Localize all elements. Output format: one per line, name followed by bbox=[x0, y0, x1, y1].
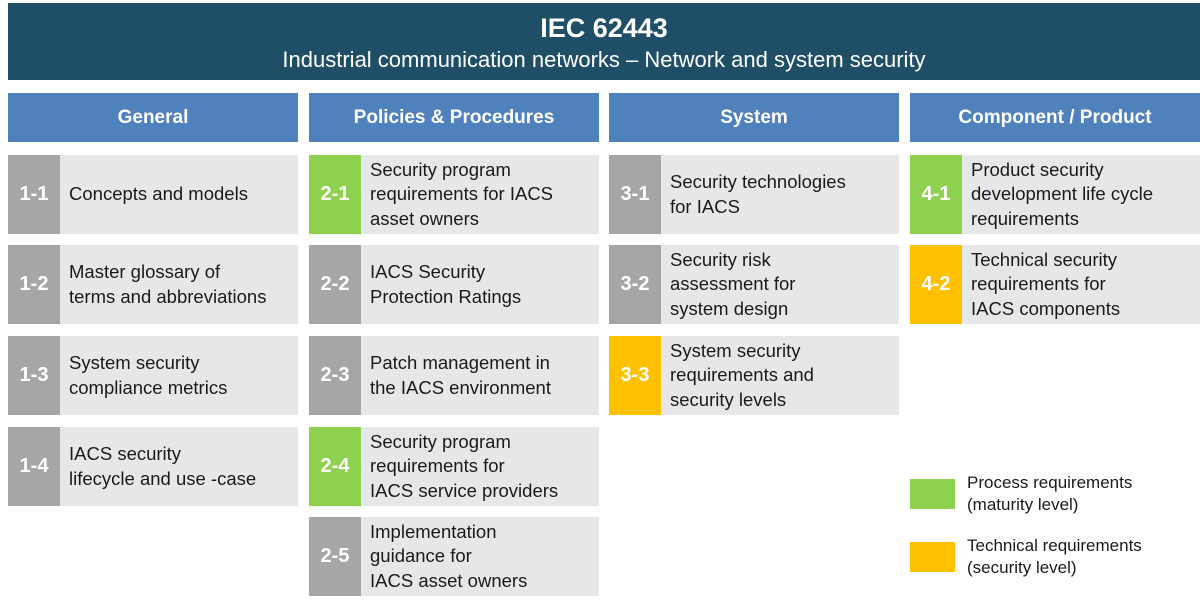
doc-card-1-1: 1-1 Concepts and models bbox=[8, 155, 298, 234]
doc-number: 4-2 bbox=[910, 245, 962, 324]
page-subtitle: Industrial communication networks – Netw… bbox=[282, 47, 926, 72]
doc-card-4-2: 4-2 Technical security requirements for … bbox=[910, 245, 1200, 324]
column-header-system: System bbox=[609, 93, 899, 142]
doc-card-1-4: 1-4 IACS security lifecycle and use -cas… bbox=[8, 427, 298, 506]
doc-title: Technical security requirements for IACS… bbox=[971, 248, 1121, 319]
doc-number: 2-3 bbox=[309, 336, 361, 415]
doc-card-2-4: 2-4 Security program requirements for IA… bbox=[309, 427, 599, 506]
page-title: IEC 62443 bbox=[540, 13, 668, 43]
doc-card-2-2: 2-2 IACS Security Protection Ratings bbox=[309, 245, 599, 324]
doc-title: System security compliance metrics bbox=[69, 352, 228, 398]
doc-title: Security risk assessment for system desi… bbox=[670, 248, 796, 319]
doc-card-1-3: 1-3 System security compliance metrics bbox=[8, 336, 298, 415]
doc-number: 1-3 bbox=[8, 336, 60, 415]
doc-number: 2-1 bbox=[309, 155, 361, 234]
doc-number: 3-3 bbox=[609, 336, 661, 415]
doc-title: Product security development life cycle … bbox=[971, 158, 1154, 229]
doc-title: Patch management in the IACS environment bbox=[370, 352, 551, 398]
legend-label: Technical requirements (security level) bbox=[967, 536, 1142, 577]
legend-label: Process requirements (maturity level) bbox=[967, 473, 1133, 514]
doc-card-3-1: 3-1 Security technologies for IACS bbox=[609, 155, 899, 234]
column-header-general: General bbox=[8, 93, 298, 142]
doc-title: Implementation guidance for IACS asset o… bbox=[370, 520, 528, 591]
column-header-policies: Policies & Procedures bbox=[309, 93, 599, 142]
doc-card-3-2: 3-2 Security risk assessment for system … bbox=[609, 245, 899, 324]
doc-number: 1-4 bbox=[8, 427, 60, 506]
doc-number: 4-1 bbox=[910, 155, 962, 234]
legend-process: Process requirements (maturity level) bbox=[910, 472, 1132, 516]
doc-title: Security program requirements for IACS a… bbox=[370, 158, 554, 229]
doc-number: 3-1 bbox=[609, 155, 661, 234]
doc-card-3-3: 3-3 System security requirements and sec… bbox=[609, 336, 899, 415]
legend-swatch-yellow bbox=[910, 542, 955, 572]
doc-title: Security program requirements for IACS s… bbox=[370, 430, 559, 501]
column-header-component: Component / Product bbox=[910, 93, 1200, 142]
doc-title: Concepts and models bbox=[69, 183, 248, 205]
doc-card-4-1: 4-1 Product security development life cy… bbox=[910, 155, 1200, 234]
doc-number: 2-2 bbox=[309, 245, 361, 324]
doc-number: 1-1 bbox=[8, 155, 60, 234]
doc-title: IACS Security Protection Ratings bbox=[370, 261, 522, 307]
doc-card-1-2: 1-2 Master glossary of terms and abbrevi… bbox=[8, 245, 298, 324]
doc-number: 2-5 bbox=[309, 517, 361, 596]
legend-technical: Technical requirements (security level) bbox=[910, 535, 1142, 579]
doc-title: Security technologies for IACS bbox=[670, 171, 846, 217]
doc-number: 2-4 bbox=[309, 427, 361, 506]
doc-card-2-3: 2-3 Patch management in the IACS environ… bbox=[309, 336, 599, 415]
doc-card-2-5: 2-5 Implementation guidance for IACS ass… bbox=[309, 517, 599, 596]
doc-title: System security requirements and securit… bbox=[670, 339, 814, 410]
doc-card-2-1: 2-1 Security program requirements for IA… bbox=[309, 155, 599, 234]
doc-number: 1-2 bbox=[8, 245, 60, 324]
legend-swatch-green bbox=[910, 479, 955, 509]
doc-title: Master glossary of terms and abbreviatio… bbox=[69, 261, 267, 307]
title-banner: IEC 62443 Industrial communication netwo… bbox=[8, 3, 1200, 80]
doc-title: IACS security lifecycle and use -case bbox=[69, 443, 257, 489]
doc-number: 3-2 bbox=[609, 245, 661, 324]
